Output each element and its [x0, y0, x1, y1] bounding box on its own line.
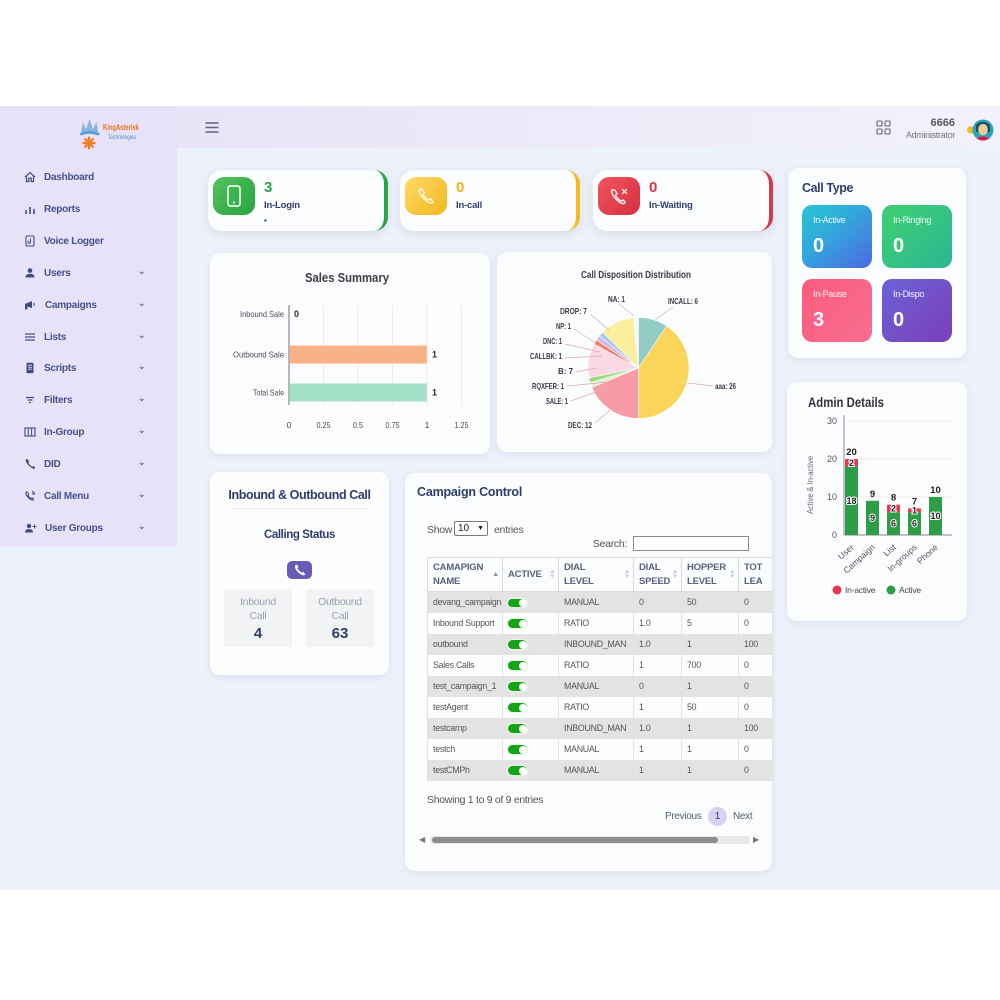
svg-text:Admin Details: Admin Details [808, 395, 884, 410]
svg-text:18: 18 [846, 496, 856, 506]
svg-text:1: 1 [912, 505, 917, 515]
svg-text:Inbound Sale: Inbound Sale [240, 309, 284, 319]
svg-text:NP: 1: NP: 1 [556, 321, 571, 331]
svg-text:Outbound Sale: Outbound Sale [233, 350, 284, 360]
svg-text:NA: 1: NA: 1 [608, 294, 625, 304]
svg-text:Active & In-active: Active & In-active [806, 455, 815, 514]
svg-text:0: 0 [832, 530, 837, 540]
svg-text:0: 0 [294, 309, 299, 319]
svg-text:20: 20 [827, 454, 837, 464]
svg-text:Technologies: Technologies [108, 135, 136, 141]
svg-text:2: 2 [849, 458, 854, 468]
svg-text:Phone: Phone [915, 542, 940, 566]
svg-text:10: 10 [930, 511, 940, 521]
svg-text:Call Disposition Distribution: Call Disposition Distribution [581, 270, 691, 281]
svg-text:10: 10 [827, 492, 837, 502]
svg-text:20: 20 [846, 447, 857, 458]
svg-text:DROP: 7: DROP: 7 [560, 306, 587, 316]
svg-text:KingAsterisk: KingAsterisk [103, 123, 139, 132]
svg-text:1: 1 [425, 420, 430, 430]
svg-text:0.5: 0.5 [353, 420, 363, 430]
svg-text:6: 6 [891, 519, 896, 529]
svg-text:30: 30 [827, 416, 837, 426]
svg-text:Sales Summary: Sales Summary [305, 270, 390, 285]
svg-text:Total Sale: Total Sale [253, 388, 284, 398]
svg-text:7: 7 [912, 496, 917, 507]
svg-text:Active: Active [899, 585, 921, 595]
svg-text:9: 9 [870, 489, 875, 500]
svg-text:0.75: 0.75 [386, 420, 400, 430]
svg-text:DEC: 12: DEC: 12 [568, 420, 592, 430]
svg-text:In-active: In-active [845, 585, 876, 595]
svg-text:CALLBK: 1: CALLBK: 1 [530, 351, 562, 361]
svg-text:8: 8 [891, 493, 896, 504]
svg-text:0.25: 0.25 [317, 420, 331, 430]
svg-text:6: 6 [912, 519, 917, 529]
svg-text:INCALL: 6: INCALL: 6 [668, 296, 698, 306]
svg-text:1: 1 [432, 388, 437, 398]
svg-text:10: 10 [930, 485, 941, 496]
svg-text:B: 7: B: 7 [558, 366, 573, 376]
svg-text:DNC: 1: DNC: 1 [543, 336, 562, 346]
svg-text:RQXFER: 1: RQXFER: 1 [532, 381, 564, 391]
svg-text:9: 9 [870, 513, 875, 523]
svg-text:aaa: 26: aaa: 26 [715, 381, 736, 391]
svg-text:2: 2 [891, 503, 896, 513]
svg-text:1.25: 1.25 [455, 420, 469, 430]
svg-text:0: 0 [287, 420, 292, 430]
svg-text:1: 1 [432, 350, 437, 360]
svg-text:SALE: 1: SALE: 1 [546, 396, 568, 406]
